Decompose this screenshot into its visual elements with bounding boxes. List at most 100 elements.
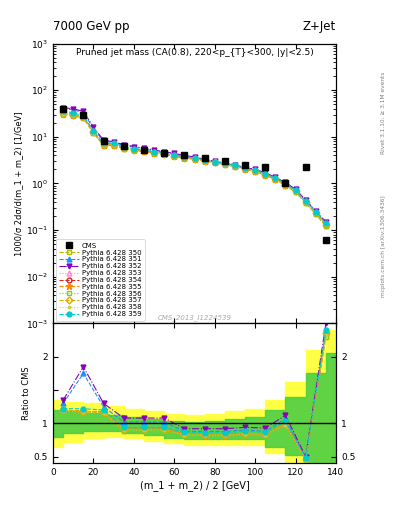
Pythia 6.428 355 — [192, 156, 197, 162]
Pythia 6.428 359 — [101, 140, 106, 146]
Pythia 6.428 351 — [81, 110, 86, 116]
Pythia 6.428 354 — [162, 151, 167, 157]
Pythia 6.428 356 — [61, 111, 66, 117]
Pythia 6.428 355 — [263, 172, 268, 178]
Pythia 6.428 353 — [323, 222, 328, 228]
Pythia 6.428 358 — [182, 155, 187, 161]
Pythia 6.428 350 — [222, 162, 227, 168]
Pythia 6.428 354 — [172, 153, 177, 159]
Pythia 6.428 351 — [91, 125, 96, 132]
Pythia 6.428 357 — [243, 166, 248, 172]
CMS — [303, 164, 308, 170]
Pythia 6.428 357 — [182, 155, 187, 161]
Pythia 6.428 359 — [273, 175, 278, 181]
Pythia 6.428 353 — [293, 188, 298, 195]
Pythia 6.428 357 — [172, 153, 177, 159]
CMS — [243, 162, 248, 168]
Pythia 6.428 357 — [314, 210, 318, 216]
Pythia 6.428 355 — [81, 114, 86, 120]
Pythia 6.428 358 — [222, 161, 227, 167]
Pythia 6.428 353 — [202, 158, 207, 164]
Pythia 6.428 357 — [192, 156, 197, 162]
Pythia 6.428 355 — [293, 188, 298, 195]
Pythia 6.428 356 — [293, 188, 298, 195]
Pythia 6.428 352 — [121, 141, 126, 147]
Pythia 6.428 358 — [202, 158, 207, 164]
Pythia 6.428 359 — [222, 160, 227, 166]
Pythia 6.428 351 — [243, 165, 248, 172]
Line: Pythia 6.428 353: Pythia 6.428 353 — [61, 111, 328, 227]
Pythia 6.428 359 — [182, 154, 187, 160]
Pythia 6.428 358 — [152, 150, 156, 156]
Legend: CMS, Pythia 6.428 350, Pythia 6.428 351, Pythia 6.428 352, Pythia 6.428 353, Pyt: CMS, Pythia 6.428 350, Pythia 6.428 351,… — [56, 239, 145, 321]
Pythia 6.428 359 — [293, 187, 298, 194]
Pythia 6.428 352 — [132, 143, 136, 150]
Pythia 6.428 357 — [101, 141, 106, 147]
CMS — [182, 152, 187, 158]
Line: CMS: CMS — [60, 105, 329, 244]
Pythia 6.428 359 — [202, 157, 207, 163]
Pythia 6.428 350 — [91, 130, 96, 136]
Pythia 6.428 354 — [121, 145, 126, 151]
Pythia 6.428 352 — [71, 105, 75, 112]
Pythia 6.428 350 — [202, 158, 207, 164]
Line: Pythia 6.428 357: Pythia 6.428 357 — [61, 111, 328, 227]
Pythia 6.428 350 — [192, 156, 197, 162]
Pythia 6.428 359 — [233, 162, 237, 168]
Pythia 6.428 353 — [233, 163, 237, 169]
Pythia 6.428 358 — [233, 163, 237, 169]
Pythia 6.428 354 — [273, 176, 278, 182]
Pythia 6.428 352 — [303, 197, 308, 203]
Pythia 6.428 358 — [273, 176, 278, 182]
Pythia 6.428 356 — [81, 115, 86, 121]
Pythia 6.428 359 — [141, 147, 146, 154]
Pythia 6.428 354 — [283, 181, 288, 187]
CMS — [61, 105, 66, 112]
Pythia 6.428 350 — [253, 168, 257, 175]
Pythia 6.428 350 — [212, 160, 217, 166]
Text: Z+Jet: Z+Jet — [303, 20, 336, 33]
Pythia 6.428 351 — [111, 140, 116, 146]
Pythia 6.428 354 — [303, 199, 308, 205]
Pythia 6.428 356 — [243, 166, 248, 173]
Pythia 6.428 358 — [132, 147, 136, 153]
Pythia 6.428 359 — [172, 152, 177, 158]
Pythia 6.428 358 — [121, 145, 126, 152]
Line: Pythia 6.428 352: Pythia 6.428 352 — [61, 105, 328, 224]
Pythia 6.428 355 — [172, 153, 177, 159]
CMS — [222, 158, 227, 164]
Pythia 6.428 356 — [132, 147, 136, 153]
Pythia 6.428 359 — [132, 145, 136, 152]
Pythia 6.428 355 — [314, 210, 318, 216]
Pythia 6.428 352 — [314, 208, 318, 214]
Pythia 6.428 351 — [101, 138, 106, 144]
Pythia 6.428 352 — [111, 139, 116, 145]
Pythia 6.428 355 — [253, 168, 257, 174]
Pythia 6.428 352 — [172, 151, 177, 157]
Pythia 6.428 354 — [222, 161, 227, 167]
Pythia 6.428 352 — [253, 166, 257, 173]
Pythia 6.428 353 — [172, 153, 177, 159]
Pythia 6.428 350 — [243, 166, 248, 173]
Pythia 6.428 354 — [243, 166, 248, 172]
Pythia 6.428 350 — [141, 148, 146, 155]
Pythia 6.428 351 — [141, 146, 146, 152]
CMS — [162, 150, 167, 156]
Pythia 6.428 353 — [132, 146, 136, 153]
Pythia 6.428 357 — [263, 172, 268, 178]
Pythia 6.428 358 — [253, 168, 257, 174]
Pythia 6.428 350 — [61, 112, 66, 118]
Pythia 6.428 354 — [192, 156, 197, 162]
Pythia 6.428 356 — [71, 112, 75, 118]
Pythia 6.428 351 — [314, 208, 318, 215]
Pythia 6.428 353 — [61, 110, 66, 116]
Line: Pythia 6.428 355: Pythia 6.428 355 — [60, 110, 329, 228]
Pythia 6.428 354 — [152, 150, 156, 156]
CMS — [81, 112, 86, 118]
Pythia 6.428 352 — [162, 148, 167, 155]
Text: 7000 GeV pp: 7000 GeV pp — [53, 20, 130, 33]
Pythia 6.428 356 — [263, 172, 268, 178]
Pythia 6.428 352 — [202, 156, 207, 162]
Pythia 6.428 350 — [101, 142, 106, 148]
Pythia 6.428 356 — [182, 155, 187, 161]
